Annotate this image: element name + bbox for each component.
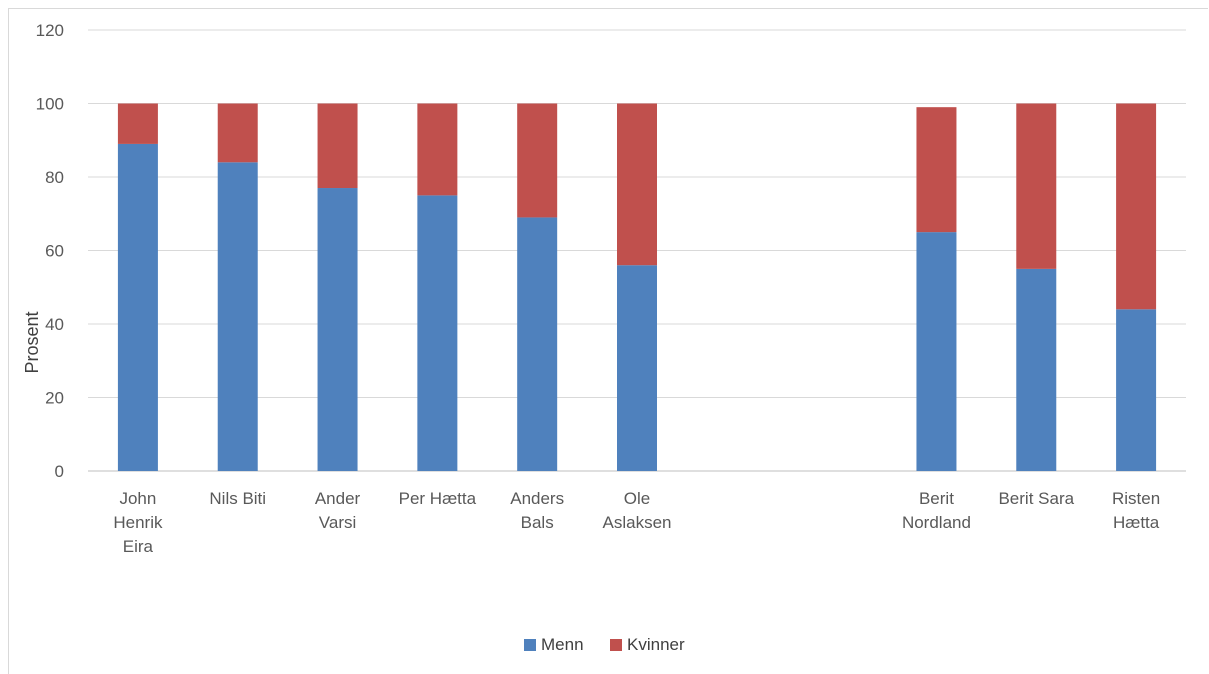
bar-kvinner-1 — [217, 103, 258, 163]
x-category-label: Per Hætta — [399, 489, 477, 508]
x-category-label: Aslaksen — [603, 513, 672, 532]
legend-swatch-kvinner — [610, 639, 622, 651]
chart-frame — [8, 8, 1208, 674]
x-category-label: Hætta — [1113, 513, 1160, 532]
bar-kvinner-2 — [317, 103, 358, 189]
x-category-label: Varsi — [319, 513, 356, 532]
bar-kvinner-3 — [417, 103, 458, 196]
x-category-label: Berit — [919, 489, 954, 508]
bar-kvinner-8 — [916, 107, 957, 233]
y-tick-label: 40 — [45, 315, 64, 334]
bar-kvinner-4 — [517, 103, 558, 218]
y-tick-label: 20 — [45, 389, 64, 408]
y-axis-title: Prosent — [22, 311, 42, 373]
x-category-label: Eira — [123, 537, 154, 556]
x-category-label: Anders — [510, 489, 564, 508]
y-tick-label: 0 — [55, 462, 64, 481]
bar-kvinner-5 — [617, 103, 657, 266]
bar-menn-4 — [517, 217, 558, 471]
legend-label-menn: Menn — [541, 635, 584, 654]
x-category-label: Nordland — [902, 513, 971, 532]
x-category-label: Ole — [624, 489, 650, 508]
y-tick-label: 120 — [36, 21, 64, 40]
bar-kvinner-10 — [1116, 103, 1157, 310]
bar-menn-1 — [217, 162, 258, 472]
legend-swatch-menn — [524, 639, 536, 651]
x-category-label: Ander — [315, 489, 361, 508]
bar-menn-8 — [916, 232, 957, 471]
bar-menn-2 — [317, 188, 358, 471]
y-tick-label: 100 — [36, 95, 64, 114]
x-category-label: John — [119, 489, 156, 508]
x-category-label: Nils Biti — [209, 489, 266, 508]
bar-menn-10 — [1116, 309, 1157, 471]
bar-menn-5 — [617, 265, 657, 471]
y-tick-label: 80 — [45, 168, 64, 187]
y-tick-label: 60 — [45, 242, 64, 261]
bar-kvinner-0 — [117, 103, 158, 144]
legend-label-kvinner: Kvinner — [627, 635, 685, 654]
bar-menn-3 — [417, 195, 458, 471]
x-category-label: Berit Sara — [998, 489, 1074, 508]
bar-menn-9 — [1016, 268, 1057, 471]
x-category-label: Henrik — [113, 513, 163, 532]
x-category-label: Risten — [1112, 489, 1160, 508]
bar-kvinner-9 — [1016, 103, 1057, 269]
x-category-label: Bals — [521, 513, 554, 532]
bar-menn-0 — [117, 143, 158, 472]
